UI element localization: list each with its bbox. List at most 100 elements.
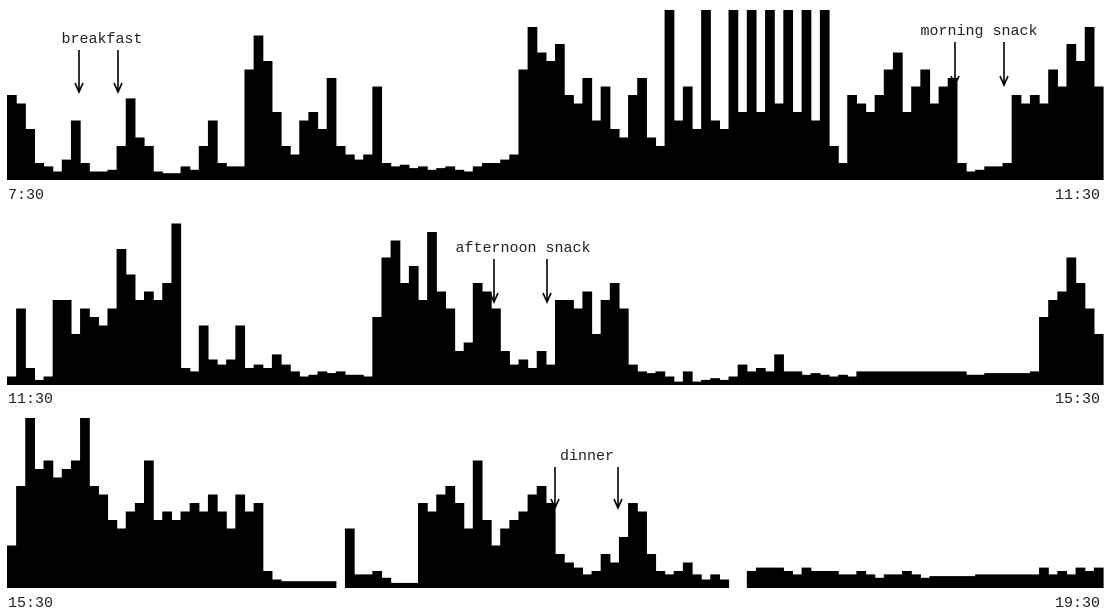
activity-bar xyxy=(555,300,565,385)
activity-bar xyxy=(1057,86,1068,180)
activity-bar xyxy=(527,27,538,180)
annotation-arrowhead xyxy=(999,75,1009,87)
activity-bar xyxy=(810,373,821,385)
activity-bar xyxy=(966,576,976,588)
activity-bar xyxy=(344,528,355,588)
activity-bar xyxy=(1020,373,1031,385)
activity-bar xyxy=(217,163,227,180)
activity-bar xyxy=(911,574,921,588)
activity-bar xyxy=(966,374,976,385)
activity-bar xyxy=(1020,103,1031,180)
activity-bar xyxy=(445,486,456,588)
activity-bar xyxy=(226,528,236,588)
activity-bar xyxy=(43,166,54,180)
activity-bar xyxy=(527,494,538,588)
activity-bar xyxy=(262,368,273,385)
activity-bar xyxy=(162,173,172,180)
activity-bar xyxy=(1057,291,1068,385)
activity-bar xyxy=(628,364,638,385)
activity-bar xyxy=(646,137,657,180)
activity-bar xyxy=(317,371,328,385)
activity-bar xyxy=(144,291,154,385)
activity-bar xyxy=(61,469,72,588)
activity-bar xyxy=(344,374,355,385)
activity-bar xyxy=(299,581,309,588)
activity-bar xyxy=(408,582,419,588)
activity-bar xyxy=(381,257,392,385)
activity-bar xyxy=(281,146,291,180)
activity-bar xyxy=(363,376,373,385)
activity-bar xyxy=(874,95,885,180)
activity-bar xyxy=(198,325,209,385)
activity-bar xyxy=(436,291,446,385)
activity-bar xyxy=(655,371,666,385)
activity-bar xyxy=(865,112,876,180)
activity-bar xyxy=(728,376,739,385)
activity-bar xyxy=(1075,283,1086,385)
activity-bar xyxy=(874,577,885,588)
activity-bar xyxy=(774,103,784,180)
annotation: morning snack xyxy=(920,23,1037,40)
activity-bar xyxy=(308,581,319,588)
activity-bar xyxy=(545,503,556,588)
activity-bar xyxy=(646,373,657,385)
activity-bar xyxy=(61,300,72,385)
activity-bar xyxy=(582,574,593,588)
activity-bar xyxy=(591,571,602,588)
activity-bar xyxy=(518,511,529,588)
activity-bar xyxy=(262,61,273,180)
activity-bar xyxy=(956,371,967,385)
activity-bar xyxy=(372,317,383,385)
activity-bar xyxy=(25,129,35,180)
activity-bar xyxy=(25,418,35,588)
activity-bar xyxy=(253,503,264,588)
activity-bar xyxy=(481,520,492,588)
activity-bar xyxy=(290,371,300,385)
activity-bar xyxy=(929,371,940,385)
activity-bar xyxy=(865,371,876,385)
activity-bar xyxy=(600,300,611,385)
activity-bar xyxy=(226,166,236,180)
annotation-arrowhead xyxy=(542,292,552,304)
activity-bar xyxy=(655,146,666,180)
activity-bar xyxy=(436,168,446,180)
activity-bar xyxy=(89,171,99,180)
activity-bar xyxy=(134,300,145,385)
activity-bar xyxy=(418,166,428,180)
activity-bar xyxy=(646,554,657,588)
activity-bar xyxy=(180,511,191,588)
activity-bar xyxy=(98,494,109,588)
activity-bar xyxy=(189,169,200,180)
activity-bar xyxy=(856,103,867,180)
activity-bar xyxy=(427,169,437,180)
activity-bar xyxy=(856,371,867,385)
activity-bar xyxy=(354,159,364,180)
activity-bar xyxy=(545,61,556,180)
activity-bar xyxy=(107,169,118,180)
activity-bar xyxy=(947,78,958,180)
activity-bar xyxy=(710,574,720,588)
activity-bar xyxy=(171,173,182,180)
activity-bar xyxy=(271,354,282,385)
activity-bar xyxy=(153,520,163,588)
activity-bar xyxy=(856,571,867,588)
activity-bar xyxy=(399,582,410,588)
activity-bar xyxy=(80,308,90,385)
activity-bar xyxy=(564,562,574,588)
activity-bar xyxy=(609,129,620,180)
activity-bar xyxy=(399,283,410,385)
activity-bar xyxy=(144,460,154,588)
activity-bar xyxy=(125,98,136,180)
activity-bar xyxy=(7,95,17,180)
activity-bar xyxy=(408,266,419,385)
activity-bar xyxy=(1084,27,1095,180)
activity-bar xyxy=(993,373,1004,385)
activity-bar xyxy=(774,567,784,588)
activity-bar xyxy=(829,571,839,588)
activity-bar xyxy=(847,574,857,588)
activity-bar xyxy=(564,95,574,180)
annotation-arrowhead xyxy=(550,498,560,510)
activity-bar xyxy=(929,103,940,180)
activity-bar xyxy=(600,86,611,180)
